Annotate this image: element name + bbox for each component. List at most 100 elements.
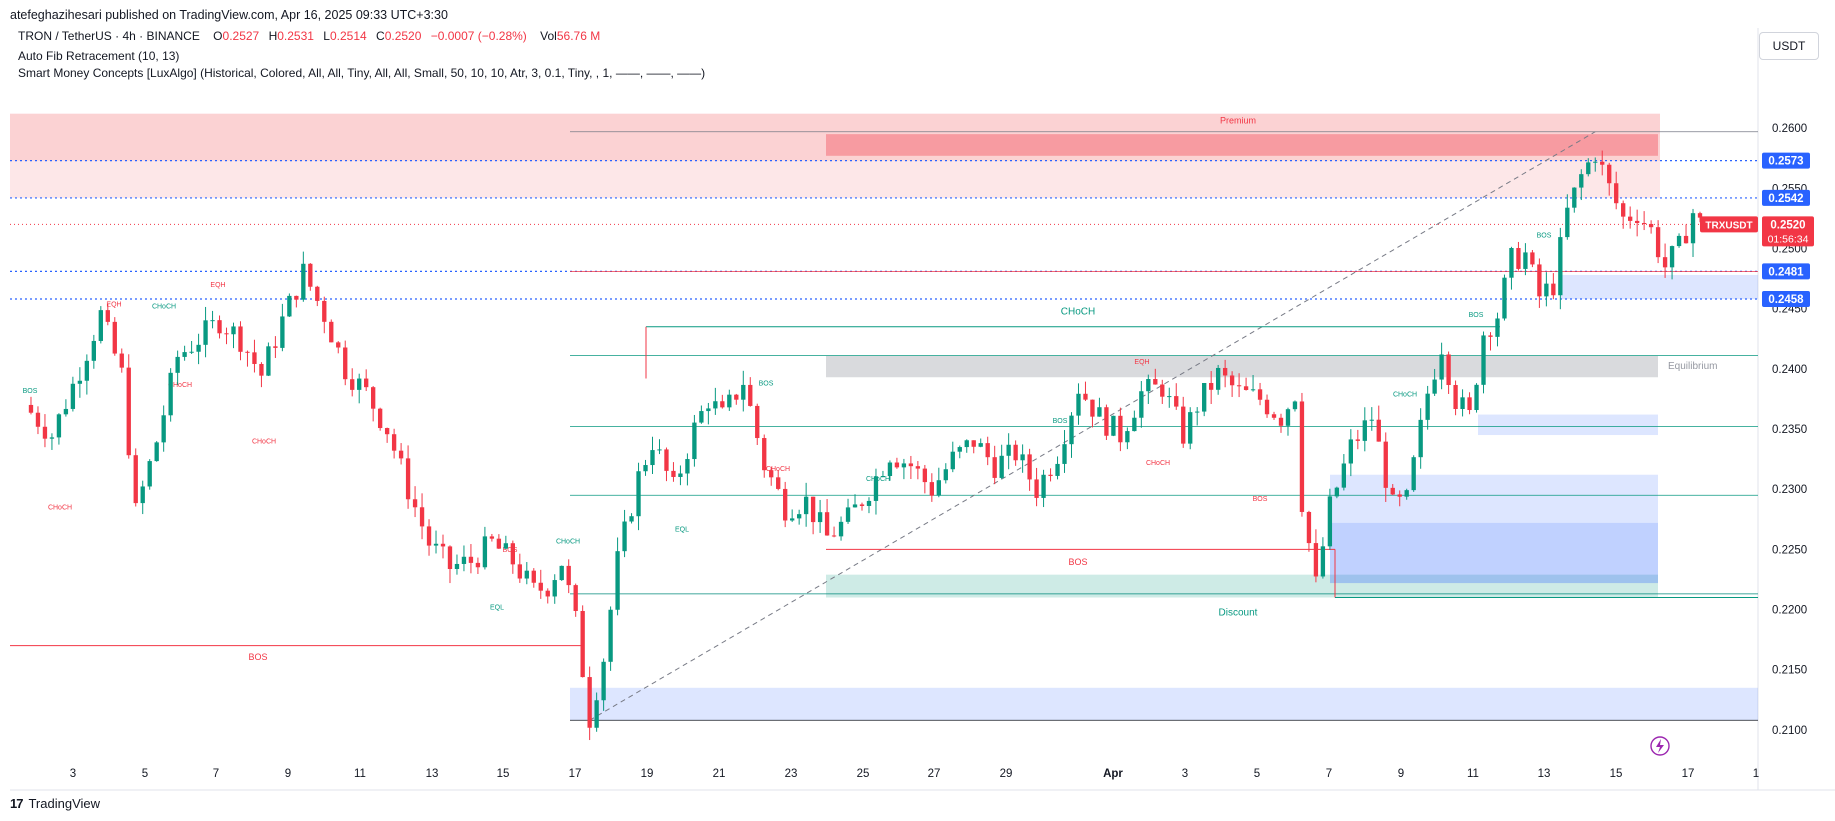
candle-body-13: [112, 321, 117, 354]
candle-body-181: [1285, 409, 1291, 426]
candle-body-105: [755, 405, 760, 439]
structure-tag-16: CHoCH: [1146, 460, 1170, 467]
ohlc-change: −0.0007 (−0.28%): [430, 29, 527, 43]
candle-body-138: [985, 443, 990, 458]
candle-body-90: [650, 450, 655, 466]
candle-body-33: [252, 352, 257, 364]
candle-body-35: [266, 346, 271, 376]
candle-body-91: [657, 449, 662, 451]
candle-body-71: [517, 564, 522, 579]
candle-body-52: [384, 428, 390, 435]
price-label-bg-3: [1762, 263, 1810, 280]
candle-body-16: [133, 455, 138, 504]
candle-body-27: [210, 320, 215, 322]
candle-body-17: [140, 486, 145, 504]
x-tick-9: 21: [713, 768, 726, 780]
candle-body-8: [77, 380, 83, 384]
symbol-legend: TRON / TetherUS · 4h · BINANCE O0.2527 H…: [18, 29, 600, 43]
demand-zone-1: [1330, 474, 1658, 584]
premium-label: Premium: [1220, 115, 1256, 125]
countdown-label: 01:56:34: [1768, 233, 1809, 245]
y-tick-4: 0.2400: [1772, 364, 1807, 376]
candle-body-46: [343, 347, 348, 380]
candle-body-19: [154, 442, 159, 462]
candle-body-190: [1348, 439, 1353, 464]
candle-body-113: [810, 496, 816, 523]
ohlc-low: L0.2514: [323, 29, 367, 43]
candle-body-48: [357, 378, 362, 390]
indicator-smc[interactable]: Smart Money Concepts [LuxAlgo] (Historic…: [18, 66, 706, 80]
premium-zone-upper: [10, 113, 1660, 161]
candle-body-103: [741, 384, 746, 400]
x-tick-0: 3: [70, 768, 76, 780]
structure-tag-20: BOS: [1537, 233, 1552, 240]
candle-body-154: [1097, 407, 1102, 417]
candle-body-119: [852, 504, 858, 508]
candle-body-124: [887, 462, 893, 476]
price-label-bg-0: [1762, 152, 1810, 169]
price-label-bg-1: [1762, 189, 1810, 206]
price-label-0: 0.2573: [1768, 156, 1803, 168]
candle-body-38: [287, 295, 292, 317]
candle-body-127: [908, 463, 914, 467]
candle-body-55: [405, 458, 411, 500]
candle-body-10: [91, 340, 96, 361]
x-tick-21: 15: [1610, 768, 1623, 780]
candle-body-6: [63, 408, 69, 415]
candle-body-58: [426, 526, 432, 546]
candle-body-189: [1341, 463, 1347, 488]
structure-tag-12: CHoCH: [766, 466, 790, 473]
candle-body-148: [1055, 463, 1060, 476]
structure-tag-17: BOS: [1253, 496, 1268, 503]
y-tick-5: 0.2350: [1772, 424, 1807, 436]
indicator-fib[interactable]: Auto Fib Retracement (10, 13): [18, 49, 180, 63]
ohlc-close: C0.2520: [376, 29, 422, 43]
candle-body-180: [1278, 417, 1284, 426]
x-tick-7: 17: [569, 768, 582, 780]
candle-body-78: [566, 565, 571, 586]
x-tick-19: 11: [1467, 768, 1479, 780]
candle-body-111: [796, 514, 802, 519]
candle-body-114: [817, 512, 823, 523]
candle-body-22: [175, 356, 180, 373]
candle-body-150: [1069, 415, 1074, 445]
equilibrium-label: Equilibrium: [1668, 361, 1717, 372]
candle-body-21: [168, 372, 173, 416]
candle-body-101: [727, 394, 732, 408]
candle-body-83: [601, 661, 606, 701]
candle-body-144: [1027, 454, 1032, 480]
candle-body-49: [364, 378, 369, 388]
candle-body-31: [238, 326, 243, 352]
symbol-title[interactable]: TRON / TetherUS · 4h · BINANCE: [18, 29, 200, 43]
candle-body-92: [664, 449, 669, 471]
candle-body-9: [84, 360, 90, 381]
candle-body-176: [1250, 389, 1256, 391]
candle-body-229: [1621, 203, 1626, 217]
candle-body-215: [1523, 252, 1528, 269]
candle-body-163: [1160, 384, 1165, 397]
candle-body-216: [1530, 252, 1535, 265]
candle-body-14: [119, 353, 124, 368]
last-price-label: 0.2520: [1770, 219, 1805, 231]
candle-body-29: [224, 333, 229, 335]
candle-body-104: [748, 384, 753, 406]
price-label-bg-4: [1762, 291, 1810, 308]
candle-body-222: [1572, 187, 1577, 208]
x-tick-3: 9: [285, 768, 291, 780]
candle-body-192: [1362, 420, 1367, 441]
candle-body-37: [280, 316, 285, 348]
footer-brand[interactable]: 17 TradingView: [10, 796, 100, 811]
candle-body-152: [1083, 393, 1088, 400]
candle-body-135: [964, 440, 969, 448]
candle-body-134: [957, 447, 962, 452]
candle-body-96: [692, 422, 697, 460]
currency-button[interactable]: USDT: [1759, 32, 1819, 60]
candle-body-64: [468, 556, 474, 563]
candle-body-79: [573, 585, 578, 611]
candle-body-171: [1215, 367, 1221, 390]
candle-body-169: [1202, 383, 1207, 412]
y-tick-7: 0.2250: [1772, 544, 1807, 556]
candle-body-102: [734, 394, 739, 400]
candle-body-237: [1676, 235, 1682, 247]
